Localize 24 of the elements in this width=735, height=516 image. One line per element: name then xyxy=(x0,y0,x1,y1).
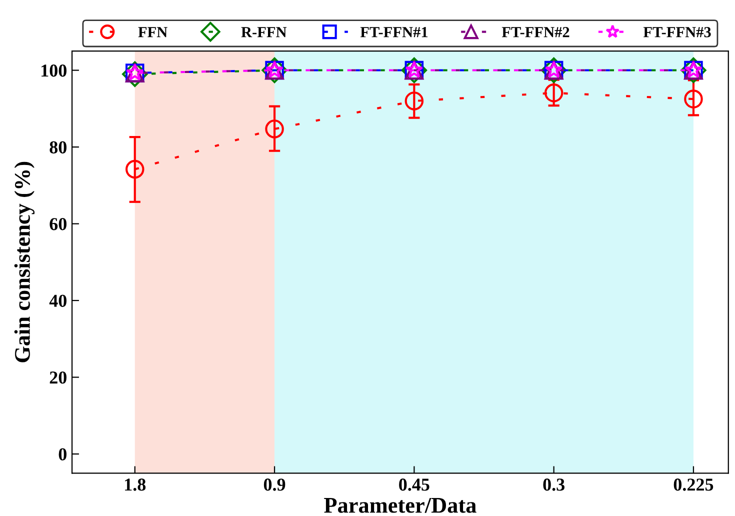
y-tick-label: 80 xyxy=(50,141,66,154)
point xyxy=(544,84,564,102)
legend-label: R-FFN xyxy=(241,27,287,38)
y-tick-label: 0 xyxy=(58,448,66,460)
y-tick-label: 20 xyxy=(50,372,66,384)
x-tick-label: 0.45 xyxy=(399,478,430,491)
point xyxy=(404,92,424,110)
legend-label: FT-FFN#1 xyxy=(360,27,428,38)
x-tick-label: 1.8 xyxy=(125,478,146,491)
point xyxy=(125,160,144,179)
legend-label: FT-FFN#2 xyxy=(502,27,570,38)
x-tick-label: 0.9 xyxy=(264,478,286,491)
point xyxy=(122,61,148,87)
point xyxy=(684,90,703,108)
y-tick-label: 40 xyxy=(49,294,66,307)
x-tick-label: 0.3 xyxy=(543,478,564,491)
x-tick-label: 0.225 xyxy=(674,478,714,491)
point xyxy=(265,120,284,138)
x-axis-title: Parameter/Data xyxy=(324,498,476,513)
y-tick-label: 60 xyxy=(50,218,66,230)
y-axis-title: Gain consistency (%) xyxy=(14,162,35,362)
legend-label: FFN xyxy=(138,27,168,38)
legend-label: FT-FFN#3 xyxy=(643,27,711,38)
y-tick-label: 100 xyxy=(42,64,66,77)
